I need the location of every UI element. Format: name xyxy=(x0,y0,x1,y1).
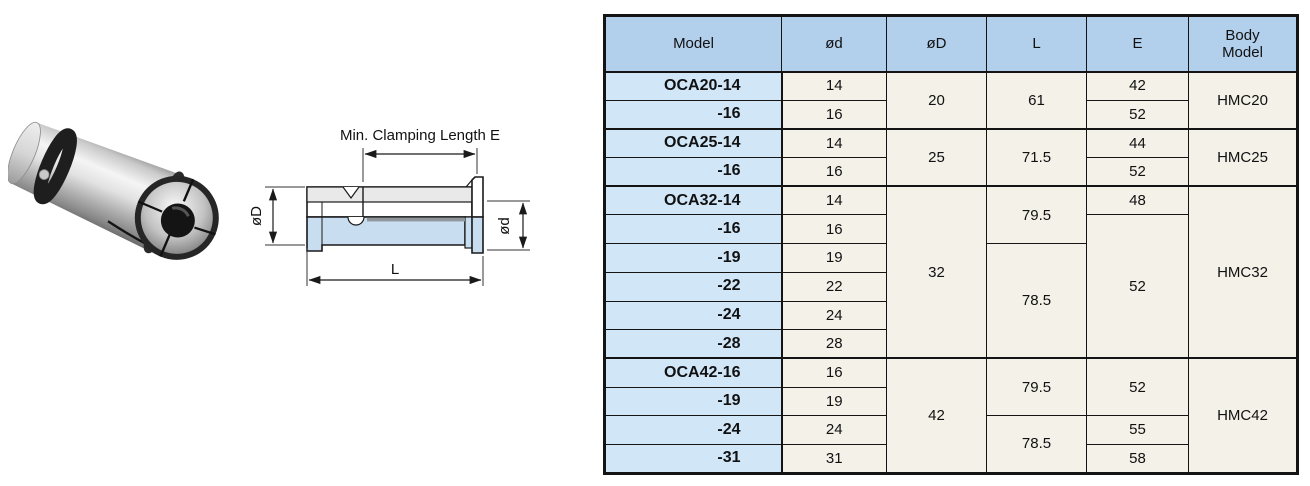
table-row: OCA32-14 14 32 79.5 48 HMC32 xyxy=(604,185,1298,359)
E-cell: 52 xyxy=(1086,157,1189,187)
model-cell: OCA32-14 xyxy=(604,185,783,216)
dim-d-label: ød xyxy=(496,217,513,235)
spec-table: Model ød øD L E Body Model OCA20-14 14 2… xyxy=(603,14,1299,475)
d-cell: 16 xyxy=(781,357,887,388)
model-cell: -28 xyxy=(604,329,783,359)
model-cell: -24 xyxy=(604,415,783,445)
d-cell: 22 xyxy=(781,271,887,302)
L-cell: 61 xyxy=(986,70,1087,130)
table-row: -19 19 xyxy=(604,386,1298,417)
E-cell: 44 xyxy=(1086,127,1189,159)
D-cell: 25 xyxy=(886,127,987,187)
d-cell: 31 xyxy=(781,443,887,474)
table-row: -24 24 78.5 55 xyxy=(604,415,1298,474)
body-model-cell: HMC20 xyxy=(1188,70,1298,130)
d-cell: 19 xyxy=(781,243,887,273)
model-cell: -16 xyxy=(604,157,783,187)
table-row: -28 28 xyxy=(604,329,1298,359)
bore-shading xyxy=(367,217,465,222)
D-cell: 32 xyxy=(886,185,987,359)
d-cell: 16 xyxy=(781,99,887,130)
bore-section xyxy=(306,216,466,252)
col-header-E: E xyxy=(1086,15,1189,73)
model-cell: -19 xyxy=(604,243,783,273)
dim-E-label: Min. Clamping Length E xyxy=(340,127,500,144)
col-header-D: øD xyxy=(886,15,987,73)
table-row: OCA25-14 14 25 71.5 44 HMC25 xyxy=(604,127,1298,187)
E-cell: 55 xyxy=(1086,415,1189,445)
table-row: -19 19 78.5 xyxy=(604,243,1298,359)
dim-D-label: øD xyxy=(248,206,265,226)
d-cell: 16 xyxy=(781,214,887,245)
E-cell: 52 xyxy=(1086,357,1189,417)
D-cell: 42 xyxy=(886,357,987,474)
E-cell: 52 xyxy=(1086,99,1189,130)
d-cell: 14 xyxy=(781,185,887,216)
d-cell: 24 xyxy=(781,300,887,331)
d-cell: 14 xyxy=(781,70,887,101)
table-row: OCA20-14 14 20 61 42 HMC20 xyxy=(604,70,1298,130)
table-row: -16 16 52 xyxy=(604,157,1298,187)
model-cell: -31 xyxy=(604,443,783,474)
ball-notch xyxy=(347,216,365,226)
dim-L-label: L xyxy=(391,261,399,278)
table-row: -16 16 52 xyxy=(604,99,1298,130)
E-cell: 58 xyxy=(1086,443,1189,474)
col-header-d: ød xyxy=(781,15,887,73)
v-groove xyxy=(342,186,360,200)
table-row: -22 22 xyxy=(604,271,1298,302)
E-cell: 52 xyxy=(1086,214,1189,359)
d-cell: 19 xyxy=(781,386,887,417)
flange-lower xyxy=(471,216,484,254)
col-header-body-model: Body Model xyxy=(1188,15,1298,73)
body-model-cell: HMC42 xyxy=(1188,357,1298,474)
model-cell: -16 xyxy=(604,214,783,245)
L-cell: 78.5 xyxy=(986,243,1087,359)
col-header-model: Model xyxy=(604,15,782,73)
body-model-cell: HMC32 xyxy=(1188,185,1298,359)
E-cell: 42 xyxy=(1086,70,1189,101)
L-cell: 78.5 xyxy=(986,415,1087,474)
table-row: OCA42-16 16 42 79.5 52 HMC42 xyxy=(604,357,1298,474)
model-cell: -22 xyxy=(604,271,783,302)
D-cell: 20 xyxy=(886,70,987,130)
model-cell: OCA25-14 xyxy=(604,127,783,159)
collet-dimension-drawing: Min. Clamping Length E øD ød L xyxy=(248,127,530,286)
table-row: -16 16 52 xyxy=(604,214,1298,359)
table-row: -24 24 xyxy=(604,300,1298,331)
E-cell: 48 xyxy=(1086,185,1189,216)
model-cell: -24 xyxy=(604,300,783,331)
table-row: -31 31 58 xyxy=(604,443,1298,474)
header-row: Model ød øD L E Body Model xyxy=(604,15,1298,73)
model-cell: -19 xyxy=(604,386,783,417)
d-cell: 28 xyxy=(781,329,887,359)
collet-photo xyxy=(8,121,219,260)
body-model-cell: HMC25 xyxy=(1188,127,1298,187)
L-cell: 79.5 xyxy=(986,357,1087,417)
model-cell: OCA42-16 xyxy=(604,357,783,388)
model-cell: OCA20-14 xyxy=(604,70,783,101)
L-cell: 79.5 xyxy=(986,185,1087,245)
flange-upper xyxy=(471,176,484,218)
d-cell: 24 xyxy=(781,415,887,445)
col-header-L: L xyxy=(986,15,1087,73)
d-cell: 16 xyxy=(781,157,887,187)
model-cell: -16 xyxy=(604,99,783,130)
d-cell: 14 xyxy=(781,127,887,159)
L-cell: 71.5 xyxy=(986,127,1087,187)
